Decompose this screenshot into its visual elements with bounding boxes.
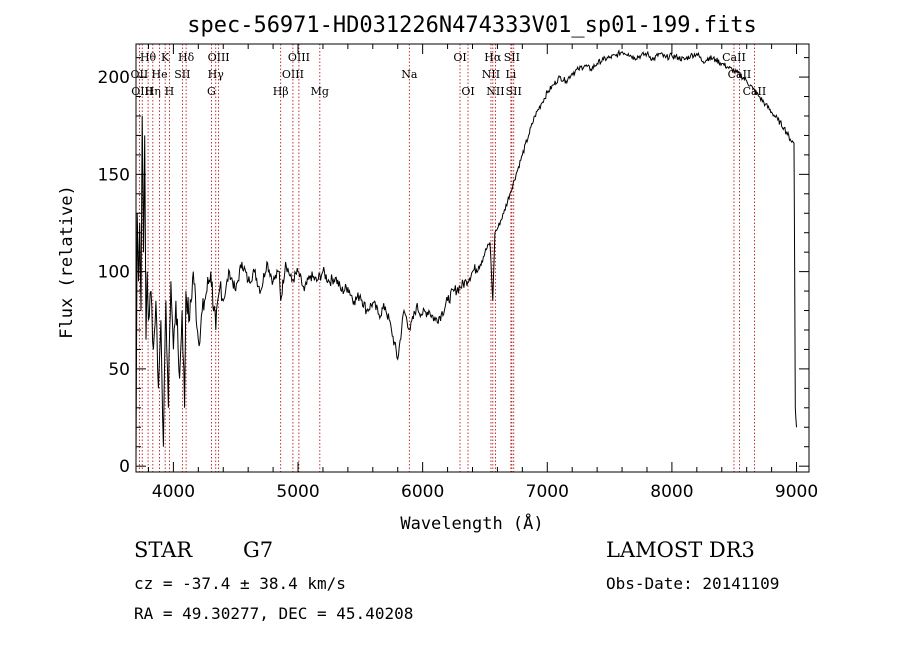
ra-dec-coordinates: RA = 49.30277, DEC = 45.40208 (134, 604, 413, 623)
line-label-12: Hγ (208, 68, 225, 81)
x-tick-label-4: 8000 (650, 482, 693, 502)
line-label-8: CaII (722, 51, 746, 64)
line-label-9: OII (131, 68, 149, 81)
line-label-0: Hθ (140, 51, 157, 64)
x-axis-label: Wavelength (Å) (400, 512, 543, 534)
line-label-25: NII (486, 85, 504, 98)
x-tick-label-1: 5000 (276, 482, 319, 502)
object-subclass: G7 (243, 538, 273, 562)
line-label-14: Na (401, 68, 418, 81)
line-label-16: Li (505, 68, 516, 81)
line-label-24: OI (461, 85, 474, 98)
line-label-20: H (165, 85, 175, 98)
line-label-10: He (152, 68, 168, 81)
line-label-2: Hδ (178, 51, 195, 64)
line-label-4: OIII (288, 51, 310, 64)
line-label-3: OIII (208, 51, 230, 64)
object-type: STAR (134, 538, 193, 562)
x-tick-label-0: 4000 (152, 482, 195, 502)
y-tick-label-1: 50 (108, 360, 130, 380)
x-tick-label-3: 7000 (526, 482, 569, 502)
x-tick-label-5: 9000 (775, 482, 818, 502)
line-label-23: Mg (311, 85, 329, 98)
line-label-11: SII (174, 68, 190, 81)
x-axis-ticks: 4000 5000 6000 7000 8000 9000 (147, 44, 818, 502)
y-tick-label-0: 0 (119, 457, 130, 477)
y-tick-label-3: 150 (98, 165, 130, 185)
survey-name: LAMOST DR3 (606, 538, 755, 562)
line-label-1: K (161, 51, 170, 64)
line-label-22: Hβ (273, 85, 289, 98)
line-label-5: OI (453, 51, 466, 64)
line-label-13: OIII (282, 68, 304, 81)
spectrum-series-line (135, 49, 797, 463)
y-axis-label: Flux (relative) (57, 185, 77, 339)
y-tick-label-4: 200 (98, 68, 130, 88)
chart-title: spec-56971-HD031226N474333V01_sp01-199.f… (187, 13, 757, 38)
line-label-15: NII (482, 68, 500, 81)
line-label-7: SII (504, 51, 520, 64)
line-label-18: OIII (131, 85, 153, 98)
plot-frame (135, 43, 810, 473)
y-axis-ticks: 0 50 100 150 200 (98, 57, 809, 477)
redshift-cz: cz = -37.4 ± 38.4 km/s (134, 574, 346, 593)
line-label-19: Hη (145, 85, 161, 98)
y-tick-label-2: 100 (98, 263, 130, 283)
line-label-21: G (207, 85, 216, 98)
spectral-line-markers (138, 44, 755, 472)
line-label-6: Hα (484, 51, 502, 64)
observation-date: Obs-Date: 20141109 (606, 574, 779, 593)
x-tick-label-2: 6000 (401, 482, 444, 502)
line-label-26: SII (506, 85, 522, 98)
